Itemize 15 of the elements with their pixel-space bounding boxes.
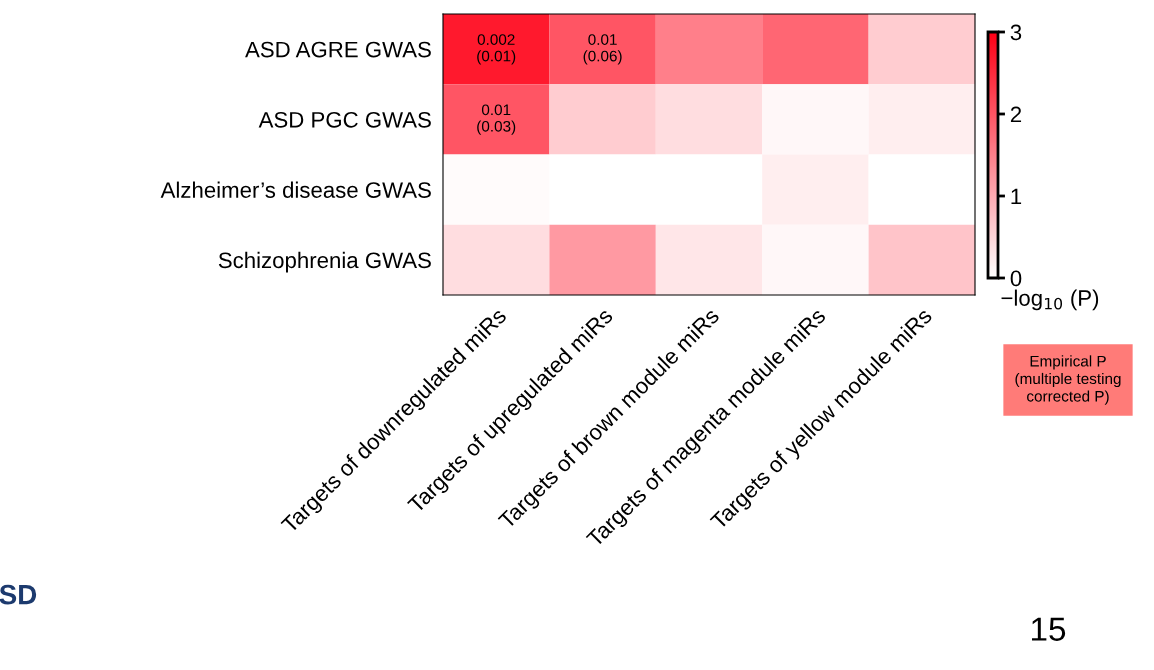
color-bar-label: 0 xyxy=(1010,270,1022,287)
y-tick-label: ASD PGC GWAS xyxy=(258,111,431,128)
color-bar-label: 2 xyxy=(1010,106,1022,123)
data-label: 0.002 (0.01) xyxy=(477,34,516,65)
text: SD xyxy=(0,584,37,605)
color-bar-label: 1 xyxy=(1011,188,1022,205)
y-tick-label: Alzheimer’s disease GWAS xyxy=(160,181,431,198)
text: Empirical P (multiple testing corrected P) xyxy=(1015,355,1121,405)
color-bar-title: −log$_{10}$ (P) xyxy=(1001,289,1099,311)
data-label: 0.01 (0.03) xyxy=(477,104,516,135)
text: 15 xyxy=(1032,617,1066,641)
y-tick-label: Schizophrenia GWAS xyxy=(218,251,431,273)
color-bar-label: 3 xyxy=(1010,24,1022,41)
y-tick-label: ASD AGRE GWAS xyxy=(245,41,431,58)
data-label: 0.01 (0.06) xyxy=(583,34,622,65)
